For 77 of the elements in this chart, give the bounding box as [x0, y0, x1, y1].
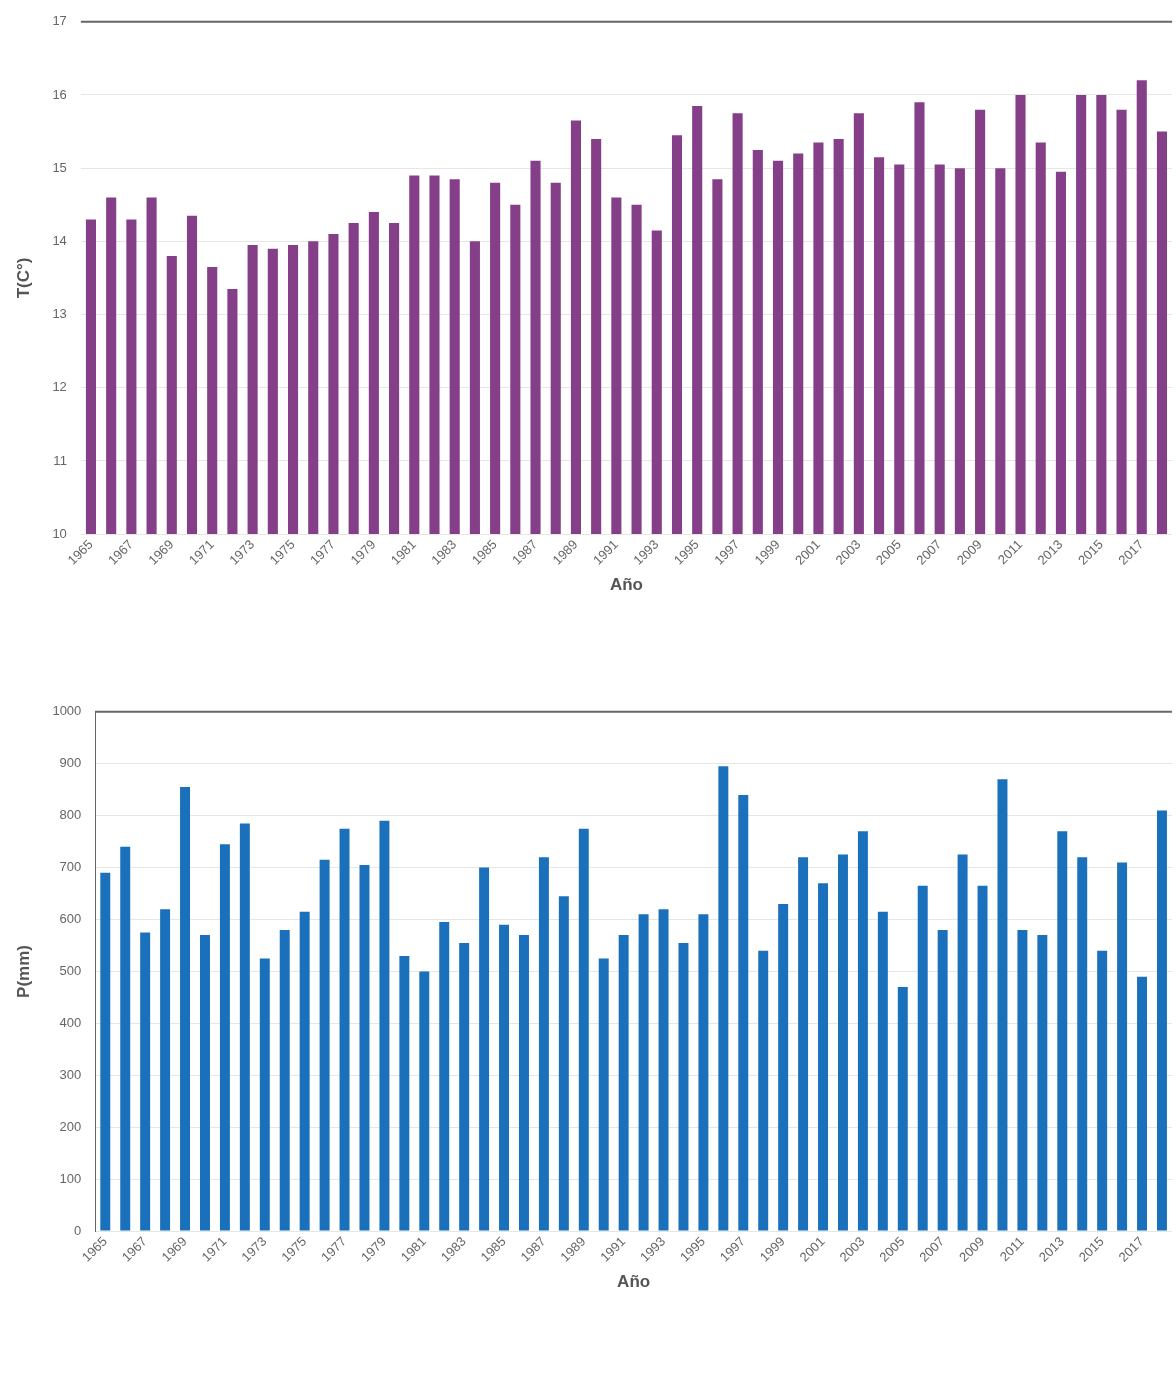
y-tick-label: 17 [52, 13, 67, 29]
y-tick-label: 400 [59, 1014, 82, 1030]
bar [778, 903, 789, 1231]
bar [1037, 935, 1048, 1231]
y-tick-label: 300 [59, 1066, 82, 1082]
bar [1117, 862, 1128, 1231]
bar [499, 924, 510, 1231]
bar [1057, 831, 1068, 1231]
x-axis-title: Año [609, 575, 643, 595]
bar [518, 935, 529, 1231]
y-tick-label: 16 [52, 86, 67, 102]
bar [598, 958, 609, 1231]
bar [618, 935, 629, 1231]
bar [120, 846, 131, 1231]
bar [419, 971, 430, 1231]
bar [738, 794, 749, 1231]
bar [1156, 810, 1167, 1231]
bar [578, 828, 589, 1231]
bar [279, 929, 290, 1231]
bar [439, 922, 450, 1231]
bar [957, 854, 968, 1231]
bar [359, 865, 370, 1231]
bar [798, 857, 809, 1231]
bar [558, 896, 569, 1231]
bar [239, 823, 250, 1231]
bar [758, 950, 769, 1231]
bar [339, 828, 350, 1231]
bar [199, 935, 210, 1231]
bar [538, 857, 549, 1231]
y-axis-title: P(mm) [13, 945, 33, 998]
bar [299, 911, 310, 1231]
bar [160, 909, 171, 1231]
bar [678, 942, 689, 1231]
bar [857, 831, 868, 1231]
y-tick-label: 200 [59, 1118, 82, 1134]
y-tick-label: 600 [59, 911, 82, 927]
bar [977, 885, 988, 1231]
bar [897, 987, 908, 1231]
bar [718, 766, 729, 1231]
bar [638, 914, 649, 1231]
y-axis-title: T(C°) [13, 257, 33, 299]
y-tick-label: 800 [59, 807, 82, 823]
bar [459, 942, 470, 1231]
y-tick-label: 100 [59, 1170, 82, 1186]
bar [658, 909, 669, 1231]
y-tick-label: 14 [52, 232, 67, 248]
bar [399, 955, 410, 1231]
bar [917, 885, 928, 1231]
bar [818, 883, 829, 1231]
y-tick-label: 11 [53, 452, 67, 468]
x-axis-title: Año [617, 1272, 651, 1292]
bar [479, 867, 490, 1231]
y-tick-label: 500 [59, 963, 82, 979]
bar [319, 859, 330, 1231]
bar [1077, 857, 1088, 1231]
y-tick-label: 0 [74, 1222, 82, 1238]
y-tick-label: 10 [52, 525, 67, 541]
bar [698, 914, 709, 1231]
bar [180, 787, 191, 1231]
y-tick-label: 12 [52, 379, 67, 395]
bar [1097, 950, 1108, 1231]
bar [379, 820, 390, 1231]
bar [1137, 976, 1148, 1231]
bar [877, 911, 888, 1231]
bar [1017, 929, 1028, 1231]
y-tick-label: 700 [59, 859, 82, 875]
bar [937, 929, 948, 1231]
bar [219, 844, 230, 1231]
bar [837, 854, 848, 1231]
y-tick-label: 13 [52, 306, 67, 322]
bar [100, 872, 111, 1231]
bar [140, 932, 151, 1231]
y-tick-label: 15 [52, 159, 67, 175]
y-tick-label: 900 [59, 755, 82, 771]
y-tick-label: 1000 [52, 703, 82, 719]
bar [997, 779, 1008, 1231]
bar [259, 958, 270, 1231]
